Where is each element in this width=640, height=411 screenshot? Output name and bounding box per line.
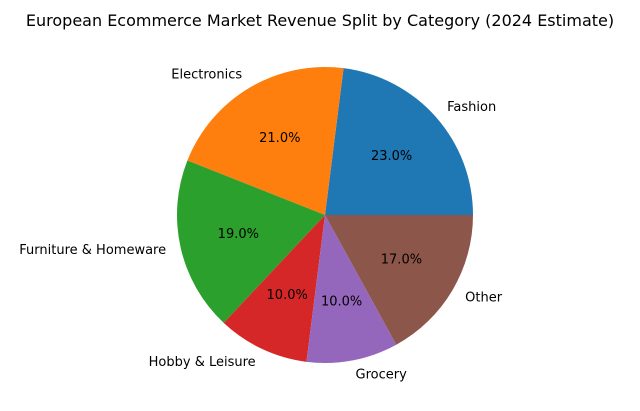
percent-label-grocery: 10.0% (321, 295, 362, 310)
pie-slice-furniture-and-homeware (176, 160, 325, 323)
pie-slice-other (325, 215, 473, 345)
percent-label-electronics: 21.0% (259, 131, 300, 146)
pie-slice-electronics (187, 67, 344, 215)
percent-label-fashion: 23.0% (371, 149, 412, 164)
slice-label-electronics: Electronics (171, 67, 242, 82)
chart-title: European Ecommerce Market Revenue Split … (26, 11, 614, 30)
pie-slice-grocery (306, 215, 397, 363)
slice-label-furniture-and-homeware: Furniture & Homeware (19, 243, 166, 258)
slice-label-hobby-and-leisure: Hobby & Leisure (149, 355, 256, 370)
pie-slices (176, 67, 473, 363)
percent-label-hobby-and-leisure: 10.0% (267, 288, 308, 303)
pie-slice-fashion (325, 68, 473, 215)
slice-label-fashion: Fashion (447, 100, 496, 115)
slice-label-grocery: Grocery (356, 367, 408, 382)
pie-labels: Fashion 23.0% Electronics 21.0% Furniture & … (19, 67, 502, 382)
percent-label-other: 17.0% (381, 253, 422, 268)
slice-label-other: Other (465, 290, 503, 305)
percent-label-furniture-and-homeware: 19.0% (218, 227, 259, 242)
pie-slice-hobby-and-leisure (223, 215, 325, 362)
